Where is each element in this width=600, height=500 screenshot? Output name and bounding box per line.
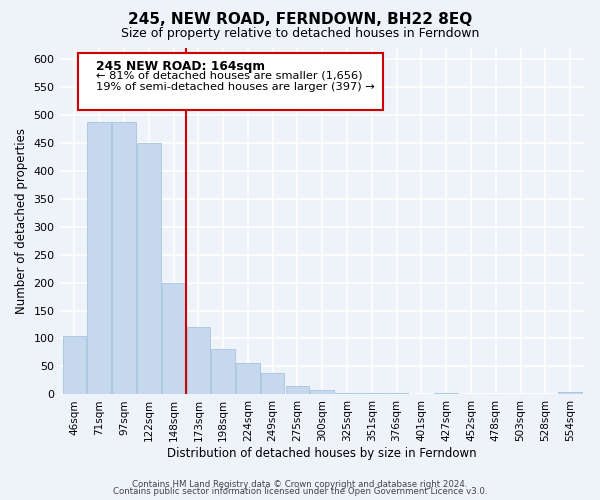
Bar [162,282,185,395]
Y-axis label: Number of detached properties: Number of detached properties [15,128,28,314]
Text: ← 81% of detached houses are smaller (1,656): ← 81% of detached houses are smaller (1,… [97,70,363,81]
FancyBboxPatch shape [78,52,383,110]
Bar [62,336,86,394]
Text: 19% of semi-detached houses are larger (397) →: 19% of semi-detached houses are larger (… [97,82,375,92]
Bar [335,393,359,394]
Bar [286,386,309,394]
Text: Size of property relative to detached houses in Ferndown: Size of property relative to detached ho… [121,28,479,40]
Bar [211,348,235,395]
Text: 245, NEW ROAD, FERNDOWN, BH22 8EQ: 245, NEW ROAD, FERNDOWN, BH22 8EQ [128,12,472,28]
X-axis label: Distribution of detached houses by size in Ferndown: Distribution of detached houses by size … [167,447,477,460]
Bar [112,122,136,394]
Bar [310,390,334,394]
Bar [187,328,210,394]
Bar [360,393,383,394]
Bar [137,142,161,394]
Text: Contains HM Land Registry data © Crown copyright and database right 2024.: Contains HM Land Registry data © Crown c… [132,480,468,489]
Text: Contains public sector information licensed under the Open Government Licence v3: Contains public sector information licen… [113,488,487,496]
Text: 245 NEW ROAD: 164sqm: 245 NEW ROAD: 164sqm [97,60,265,72]
Bar [261,373,284,394]
Bar [236,362,260,394]
Bar [88,122,111,394]
Bar [559,392,582,394]
